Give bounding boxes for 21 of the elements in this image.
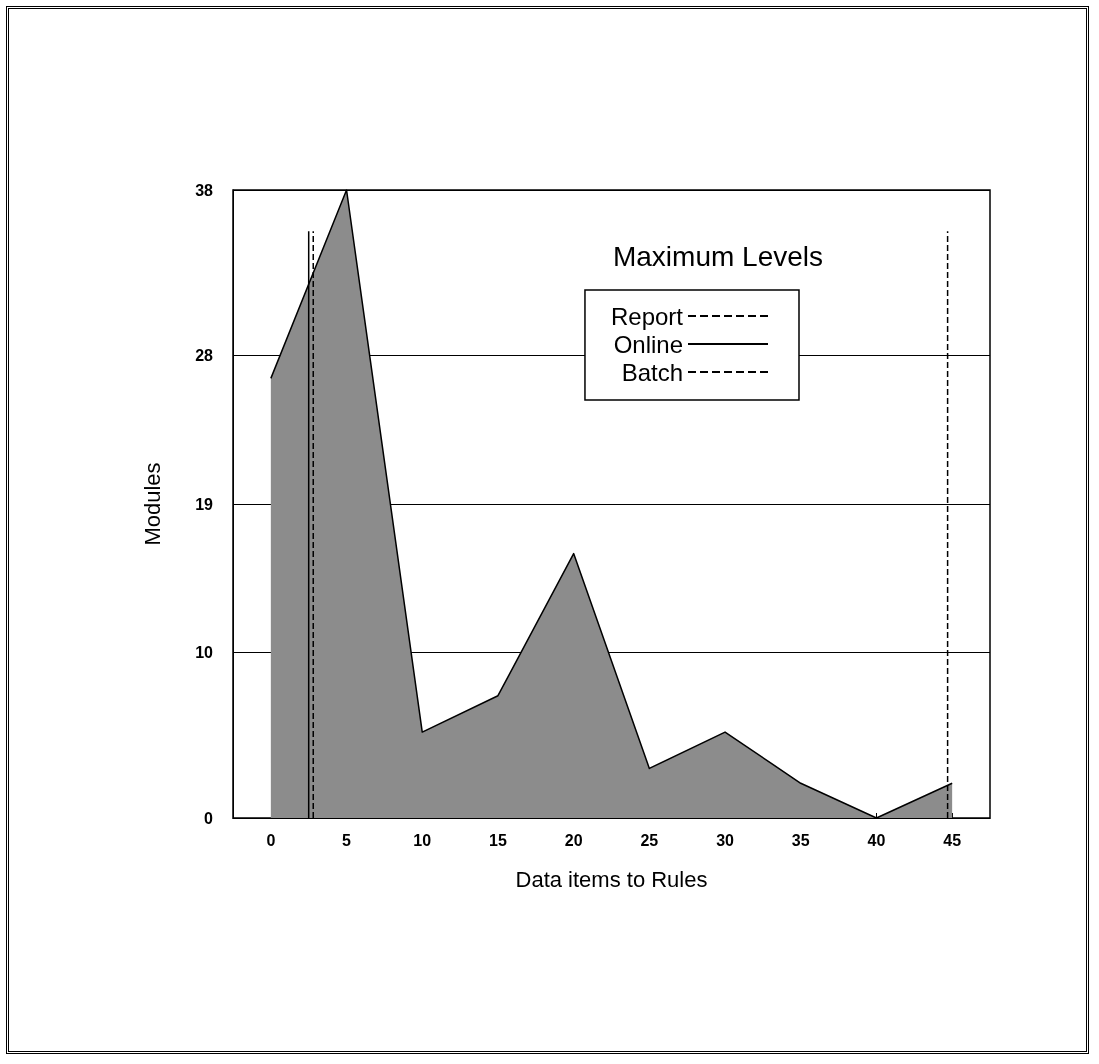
- x-tick-label: 10: [413, 831, 432, 849]
- x-tick-label: 35: [791, 831, 810, 849]
- y-tick-label: 28: [195, 346, 214, 364]
- legend-label: Online: [613, 330, 683, 358]
- y-tick-label: 38: [195, 181, 214, 199]
- y-tick-label: 19: [195, 495, 214, 513]
- x-tick-label: 25: [640, 831, 659, 849]
- x-tick-label: 30: [716, 831, 735, 849]
- legend-title: Maximum Levels: [612, 240, 824, 272]
- x-tick-label: 45: [943, 831, 962, 849]
- legend-label: Report: [610, 302, 684, 330]
- x-tick-label: 40: [867, 831, 886, 849]
- legend-label: Batch: [621, 358, 683, 386]
- y-axis-title: Modules: [139, 462, 165, 546]
- x-tick-label: 5: [342, 831, 352, 849]
- x-tick-label: 15: [489, 831, 507, 849]
- x-axis-title: Data items to Rules: [515, 866, 708, 892]
- x-tick-label: 20: [564, 831, 583, 849]
- y-tick-label: 0: [204, 809, 214, 827]
- x-tick-label: 0: [266, 831, 276, 849]
- y-tick-label: 10: [195, 644, 214, 662]
